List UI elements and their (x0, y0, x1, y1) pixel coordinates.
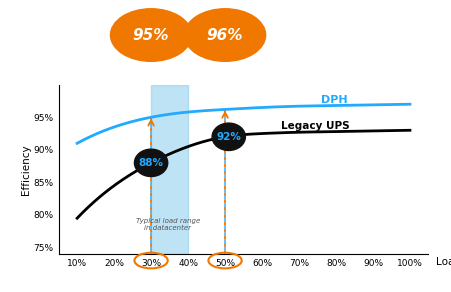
Ellipse shape (212, 123, 245, 150)
Text: 96%: 96% (207, 27, 243, 43)
Text: Typical load range
in datacenter: Typical load range in datacenter (136, 218, 200, 231)
Y-axis label: Efficiency: Efficiency (21, 144, 31, 195)
Text: Load: Load (436, 257, 451, 267)
Text: DPH: DPH (321, 95, 348, 105)
Text: Legacy UPS: Legacy UPS (281, 121, 349, 131)
Bar (151, 85, 188, 254)
Ellipse shape (134, 149, 168, 177)
Text: 92%: 92% (216, 132, 241, 142)
Text: 88%: 88% (138, 158, 164, 168)
Text: 95%: 95% (133, 27, 169, 43)
